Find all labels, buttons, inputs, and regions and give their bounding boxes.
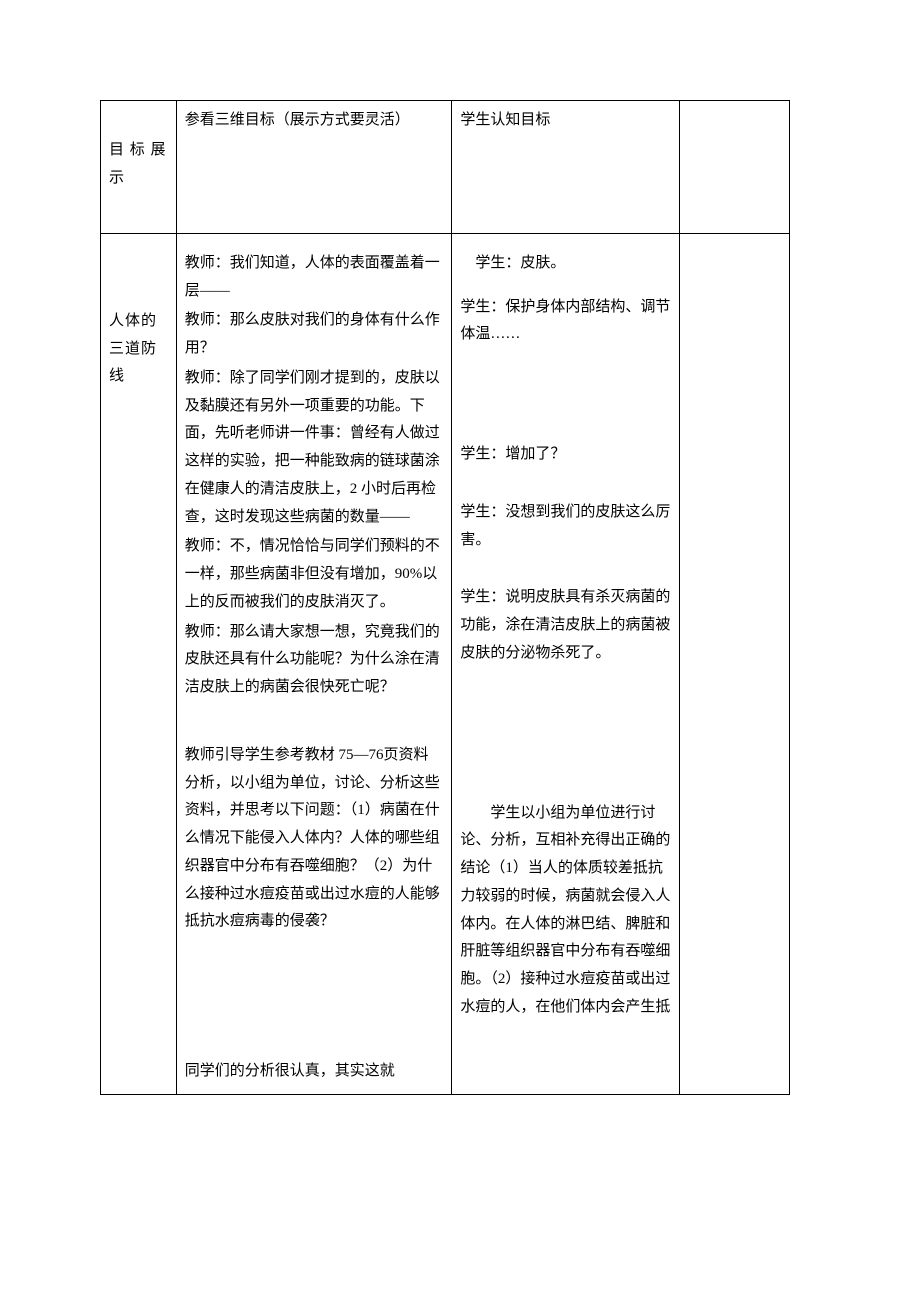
teacher-text: 教师：那么请大家想一想，究竟我们的皮肤还具有什么功能呢？为什么涂在清洁皮肤上的病… (185, 619, 444, 702)
teacher-text: 教师：不，情况恰恰与同学们预料的不一样，那些病菌非但没有增加，90%以上的反而被… (185, 533, 444, 616)
lesson-plan-table: 目 标 展示 参看三维目标（展示方式要灵活） 学生认知目标 人体的 三道防 线 … (100, 100, 790, 1095)
table-row: 人体的 三道防 线 教师：我们知道，人体的表面覆盖着一层—— 教师：那么皮肤对我… (101, 233, 790, 1094)
teacher-text: 教师：那么皮肤对我们的身体有什么作用？ (185, 307, 444, 363)
teacher-text: 同学们的分析很认真，其实这就 (185, 1058, 444, 1086)
teacher-text: 教师：我们知道，人体的表面覆盖着一层—— (185, 250, 444, 306)
student-text: 学生：皮肤。 (460, 250, 670, 278)
section-label-defense-1: 人体的 (109, 308, 168, 336)
notes-cell (679, 101, 789, 234)
teacher-cell: 教师：我们知道，人体的表面覆盖着一层—— 教师：那么皮肤对我们的身体有什么作用？… (176, 233, 452, 1094)
table-row: 目 标 展示 参看三维目标（展示方式要灵活） 学生认知目标 (101, 101, 790, 234)
student-cell: 学生：皮肤。 学生：保护身体内部结构、调节体温…… 学生：增加了？ 学生：没想到… (452, 233, 679, 1094)
student-text: 学生：增加了？ (460, 441, 670, 469)
student-text: 学生以小组为单位进行讨论、分析，互相补充得出正确的结论（1）当人的体质较差抵抗力… (460, 800, 670, 1022)
section-label-defense-2: 三道防 (109, 336, 168, 364)
teacher-text: 参看三维目标（展示方式要灵活） (185, 107, 444, 135)
student-text: 学生：没想到我们的皮肤这么厉害。 (460, 499, 670, 555)
section-label-cell: 人体的 三道防 线 (101, 233, 177, 1094)
section-label-cell: 目 标 展示 (101, 101, 177, 234)
notes-cell (679, 233, 789, 1094)
student-text: 学生认知目标 (460, 107, 670, 135)
teacher-cell: 参看三维目标（展示方式要灵活） (176, 101, 452, 234)
teacher-text: 教师：除了同学们刚才提到的，皮肤以及黏膜还有另外一项重要的功能。下面，先听老师讲… (185, 365, 444, 532)
teacher-text: 教师引导学生参考教材 75—76页资料分析，以小组为单位，讨论、分析这些资料，并… (185, 742, 444, 936)
student-text: 学生：说明皮肤具有杀灭病菌的功能，涂在清洁皮肤上的病菌被皮肤的分泌物杀死了。 (460, 584, 670, 667)
section-label-goals: 目 标 展示 (109, 137, 168, 193)
student-text: 学生：保护身体内部结构、调节体温…… (460, 294, 670, 350)
student-cell: 学生认知目标 (452, 101, 679, 234)
section-label-defense-3: 线 (109, 363, 168, 391)
